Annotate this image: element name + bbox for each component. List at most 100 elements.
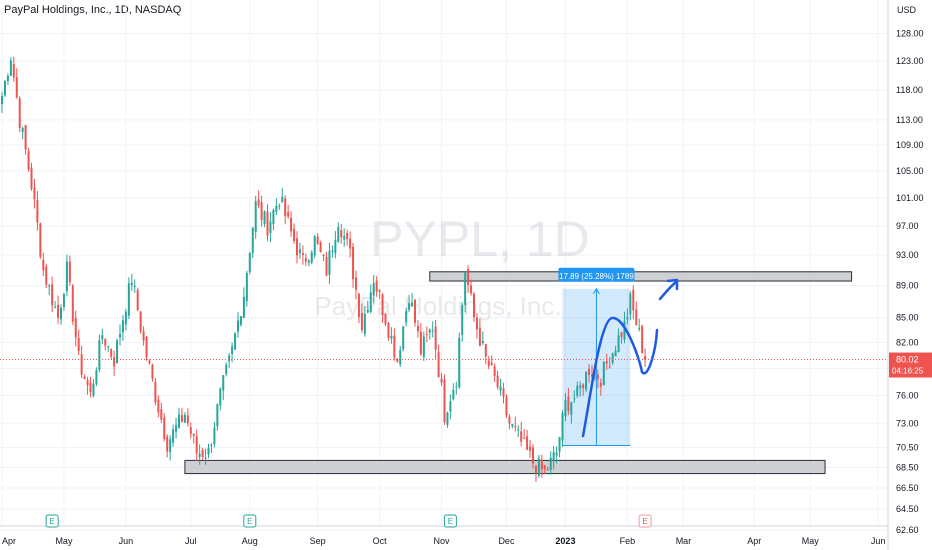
candle-body: [142, 331, 145, 341]
candle-body: [298, 249, 301, 254]
candle-body: [446, 412, 449, 425]
earnings-marker[interactable]: E: [243, 514, 257, 528]
candle-body: [464, 272, 467, 305]
y-tick-label: 76.00: [896, 390, 919, 400]
projection-arrow-head[interactable]: [666, 278, 679, 291]
candle-body: [39, 223, 42, 257]
candle-body: [133, 285, 136, 287]
candle-body: [378, 290, 381, 292]
candle-body: [543, 465, 546, 470]
candle-body: [1, 95, 3, 105]
candle-body: [313, 236, 316, 256]
x-tick-label: Apr: [747, 536, 761, 546]
candle-body: [328, 250, 331, 275]
candle-body: [591, 374, 593, 377]
candle-body: [145, 336, 148, 358]
candle-body: [304, 258, 307, 262]
candle-body: [65, 261, 68, 292]
candle-body: [242, 296, 245, 318]
candle-body: [24, 125, 27, 150]
candle-body: [505, 396, 508, 416]
y-tick-label: 62.60: [896, 525, 919, 535]
y-tick-label: 66.50: [896, 483, 919, 493]
candle-body: [461, 305, 464, 335]
y-tick-label: 113.00: [896, 115, 923, 125]
earnings-marker[interactable]: E: [638, 514, 652, 528]
candle-body: [549, 457, 552, 470]
candle-body: [623, 321, 626, 340]
candle-body: [110, 349, 113, 357]
y-tick-label: 93.00: [896, 250, 919, 260]
candle-body: [257, 199, 260, 206]
hand-drawing[interactable]: [581, 278, 679, 438]
candle-body: [337, 226, 340, 243]
candle-body: [210, 444, 213, 446]
candle-body: [585, 371, 588, 390]
candle-body: [331, 250, 334, 252]
candle-body: [219, 388, 222, 406]
candle-body: [405, 311, 408, 323]
candle-body: [605, 361, 608, 364]
candle-body: [576, 385, 579, 396]
candle-body: [493, 366, 496, 376]
candle-body: [532, 447, 534, 464]
projection-curve[interactable]: [581, 316, 659, 438]
candle-body: [537, 458, 540, 476]
candle-body: [48, 285, 51, 287]
candle-body: [399, 350, 402, 365]
candle-body: [555, 452, 558, 456]
price-tag-countdown: 04:16:25: [892, 367, 924, 376]
candle-body: [540, 459, 543, 469]
earnings-marker[interactable]: E: [45, 514, 59, 528]
measure-tool[interactable]: 17.89 (25.28%) 1789: [558, 267, 635, 447]
candle-body: [434, 326, 437, 350]
projection-arrow-line[interactable]: [658, 280, 678, 301]
candle-body: [98, 340, 101, 371]
candle-body: [21, 127, 24, 133]
candle-body: [440, 378, 443, 383]
candle-body: [632, 289, 635, 311]
x-tick-label: Jun: [119, 536, 134, 546]
labels: 80.02 04:16:25 E E E E: [45, 352, 932, 528]
x-tick-label: Apr: [2, 536, 16, 546]
candle-body: [42, 259, 45, 271]
candle-body: [481, 340, 484, 344]
candle-body: [487, 360, 490, 367]
chart-title: PayPal Holdings, Inc., 1D, NASDAQ: [4, 4, 182, 16]
zones[interactable]: [184, 271, 853, 475]
watermark: PYPL, 1D PayPal Holdings, Inc.: [314, 211, 589, 321]
candle-body: [239, 316, 242, 325]
candle-body: [30, 167, 33, 189]
candle-body: [596, 374, 599, 379]
x-tick-label: Jun: [871, 536, 886, 546]
candle-body: [45, 266, 48, 285]
x-tick-label: Sep: [310, 536, 326, 546]
candle-body: [381, 294, 384, 315]
candle-body: [322, 254, 325, 256]
candle-body: [186, 415, 189, 424]
candle-body: [558, 437, 561, 452]
candle-body: [154, 381, 157, 403]
candle-body: [284, 198, 287, 217]
support-zone[interactable]: [184, 459, 826, 475]
earnings-marker[interactable]: E: [443, 514, 457, 528]
candle-body: [366, 309, 369, 313]
candle-body: [470, 285, 473, 294]
candle-body: [166, 436, 169, 452]
candle-body: [54, 306, 57, 308]
x-tick-label: 2023: [555, 536, 575, 546]
x-tick-label: Feb: [620, 536, 636, 546]
candle-body: [520, 431, 523, 442]
candle-body: [626, 317, 629, 320]
candle-body: [33, 187, 36, 200]
candle-body: [216, 404, 219, 427]
candle-body: [293, 228, 296, 241]
resistance-zone[interactable]: [429, 271, 853, 282]
candle-body: [12, 63, 15, 78]
candle-body: [3, 80, 6, 96]
candle-body: [375, 280, 378, 292]
candle-body: [172, 429, 175, 443]
candle-body: [422, 336, 425, 357]
candle-body: [6, 75, 9, 82]
